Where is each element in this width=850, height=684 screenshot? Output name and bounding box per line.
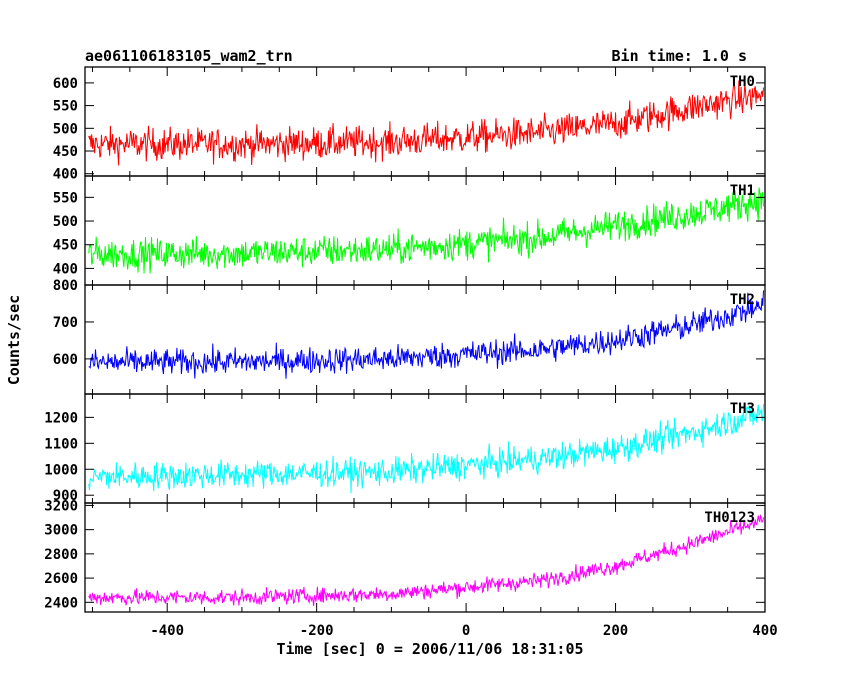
y-tick-label: 500 <box>53 121 78 137</box>
y-tick-label: 550 <box>53 190 78 206</box>
panel-th0123: 2400 2600 2800 3000 3200 TH0123 <box>44 498 766 613</box>
panel-label-th0123: TH0123 <box>704 510 755 526</box>
y-tick-label: 900 <box>53 488 78 504</box>
panel-label-th1: TH1 <box>730 183 755 199</box>
x-tick-label: -400 <box>150 623 184 639</box>
series-line-th0123 <box>88 514 765 606</box>
y-tick-label: 1200 <box>44 410 78 426</box>
panel-frame <box>84 175 766 286</box>
y-tick-label: 400 <box>53 261 78 277</box>
x-axis-label: Time [sec] 0 = 2006/11/06 18:31:05 <box>276 640 583 658</box>
plot-title-right: Bin time: 1.0 s <box>612 47 747 65</box>
y-tick-label: 2800 <box>44 547 78 563</box>
series-line-th0 <box>88 80 765 166</box>
y-axis-label: Counts/sec <box>5 295 23 385</box>
y-tick-label: 800 <box>53 278 78 294</box>
y-tick-label: 3200 <box>44 498 78 514</box>
y-tick-label: 600 <box>53 76 78 92</box>
x-tick-label: 400 <box>752 623 777 639</box>
y-tick-label: 450 <box>53 144 78 160</box>
x-tick-label: 0 <box>462 623 470 639</box>
series-line-th2 <box>88 290 765 379</box>
panel-th3: 900 1000 1100 1200 TH3 <box>44 393 766 504</box>
y-tick-label: 2600 <box>44 571 78 587</box>
series-line-th1 <box>88 187 765 274</box>
panel-frame <box>84 284 766 395</box>
panel-th0: 400 450 500 550 600 TH0 <box>53 66 766 183</box>
panel-frame <box>84 66 766 177</box>
panel-label-th0: TH0 <box>730 74 755 90</box>
y-tick-label: 1100 <box>44 436 78 452</box>
x-tick-label: -200 <box>300 623 334 639</box>
y-tick-label: 2400 <box>44 595 78 611</box>
y-tick-label: 600 <box>53 352 78 368</box>
y-tick-label: 700 <box>53 315 78 331</box>
y-tick-label: 550 <box>53 99 78 115</box>
panel-label-th3: TH3 <box>730 401 755 417</box>
panel-frame <box>84 502 766 613</box>
panels-group: 400 450 500 550 600 TH0 400 450 500 550 TH1 600 700 8… <box>44 66 778 639</box>
y-tick-label: 400 <box>53 167 78 183</box>
plot-title-left: ae061106183105_wam2_trn <box>85 47 293 65</box>
panel-th1: 400 450 500 550 TH1 <box>53 175 766 286</box>
y-tick-label: 500 <box>53 214 78 230</box>
y-tick-label: 450 <box>53 238 78 254</box>
y-tick-label: 3000 <box>44 523 78 539</box>
series-line-th3 <box>88 403 765 494</box>
x-tick-label: 200 <box>603 623 628 639</box>
panel-th2: 600 700 800 TH2 <box>53 278 766 395</box>
y-tick-label: 1000 <box>44 462 78 478</box>
panel-label-th2: TH2 <box>730 292 755 308</box>
